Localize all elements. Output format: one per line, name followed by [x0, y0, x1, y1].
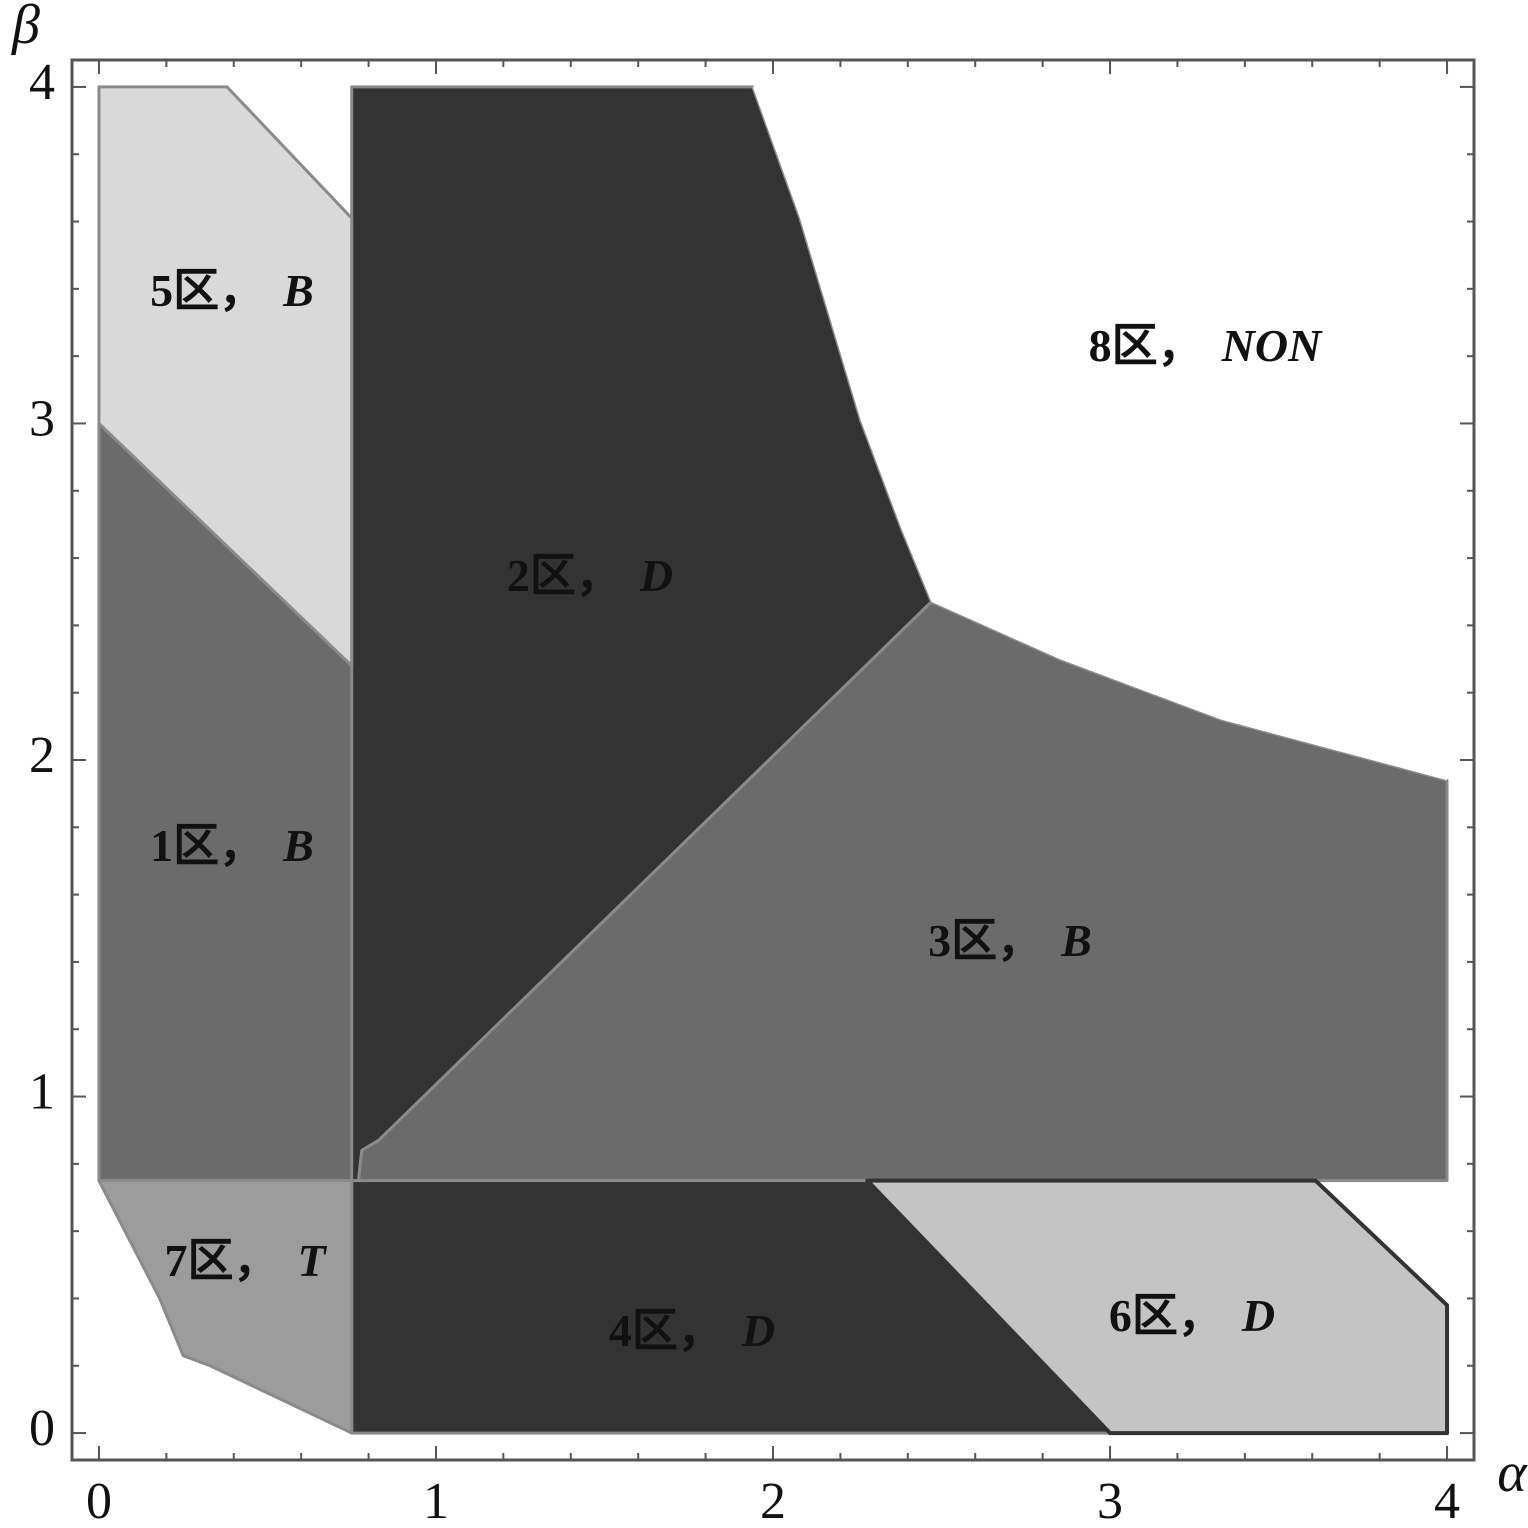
y-tick-label: 2 [29, 727, 55, 784]
region-label: 4区， D [609, 1305, 775, 1356]
region-code: B [282, 820, 314, 871]
region [752, 86, 1448, 781]
region-label: 7区， T [164, 1235, 327, 1286]
region-code: D [1241, 1290, 1275, 1341]
x-tick-label: 3 [1097, 1473, 1123, 1528]
region-name: 2区， [507, 550, 622, 601]
y-tick-label: 3 [29, 390, 55, 447]
region-label: 5区， B [150, 265, 314, 316]
region-name: 3区， [928, 915, 1043, 966]
region-label: 8区， NON [1089, 320, 1323, 371]
region-code: D [741, 1305, 775, 1356]
axes: 0 1 2 3 4 0 1 2 3 4 [29, 54, 1476, 1528]
region-name: 6区， [1109, 1290, 1224, 1341]
region-name: 5区， [150, 265, 265, 316]
x-tick-label: 4 [1434, 1473, 1460, 1528]
region-label: 2区， D [507, 550, 673, 601]
region-name: 7区， [164, 1235, 279, 1286]
y-axis-title: β [11, 0, 40, 56]
region-code: T [297, 1235, 327, 1286]
region [865, 1178, 1450, 1436]
region-name: 4区， [609, 1305, 724, 1356]
region-code: D [639, 550, 673, 601]
y-tick-label: 4 [29, 54, 55, 111]
x-axis-title: α [1497, 1442, 1528, 1504]
labels: 1区， B 2区， D 3区， B 4区， D 5区， B 6区， D 7区， T 8区， NON [150, 265, 1323, 1356]
x-tick-label: 0 [86, 1473, 112, 1528]
x-tick-label: 2 [760, 1473, 786, 1528]
y-tick-label: 0 [29, 1400, 55, 1457]
region-label: 3区， B [928, 915, 1092, 966]
region-label: 1区， B [150, 820, 314, 871]
x-tick-label: 1 [423, 1473, 449, 1528]
region-name: 1区， [150, 820, 265, 871]
region-label: 6区， D [1109, 1290, 1275, 1341]
region-code: NON [1221, 320, 1323, 371]
region [97, 1179, 354, 1435]
region-code: B [1060, 915, 1092, 966]
y-tick-label: 1 [29, 1063, 55, 1120]
region-code: B [282, 265, 314, 316]
region-name: 8区， [1089, 320, 1204, 371]
region [97, 85, 354, 668]
regions [97, 85, 1450, 1436]
